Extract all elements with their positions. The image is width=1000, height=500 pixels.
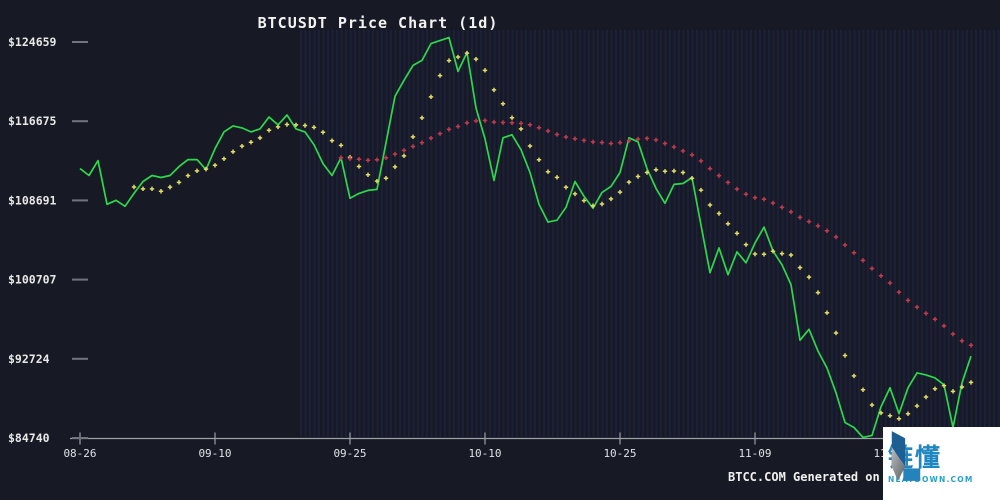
x-tick-label: 09-10 bbox=[198, 447, 231, 460]
logo-site-text: NEATDOWN.COM bbox=[888, 474, 974, 484]
logo-l-icon bbox=[891, 431, 921, 481]
ma7-dots bbox=[131, 50, 974, 421]
x-tick-label: 10-25 bbox=[603, 447, 636, 460]
y-tick-label: $124659 bbox=[8, 35, 57, 49]
y-tick-label: $116675 bbox=[8, 114, 57, 128]
x-tick-label: 10-10 bbox=[468, 447, 501, 460]
price-line bbox=[79, 36, 972, 439]
brand-logo[interactable]: 链懂 NEATDOWN.COM bbox=[883, 427, 1000, 500]
x-tick-label: 11-09 bbox=[738, 447, 771, 460]
y-tick-label: $92724 bbox=[8, 352, 50, 366]
y-tick-label: $108691 bbox=[8, 193, 57, 207]
y-tick-labels: $124659 $116675 $108691 $100707 $92724 $84740 bbox=[8, 35, 88, 445]
x-tick-label: 08-26 bbox=[63, 447, 96, 460]
ma30-dots bbox=[338, 118, 974, 348]
y-tick-label: $84740 bbox=[8, 431, 50, 445]
chart-title: BTCUSDT Price Chart (1d) bbox=[257, 14, 499, 32]
x-tick-label: 09-25 bbox=[333, 447, 366, 460]
watermark-text: BTCC.COM Generated on bbox=[728, 470, 880, 484]
y-tick-label: $100707 bbox=[8, 273, 57, 287]
plot-stripes bbox=[300, 30, 1000, 437]
